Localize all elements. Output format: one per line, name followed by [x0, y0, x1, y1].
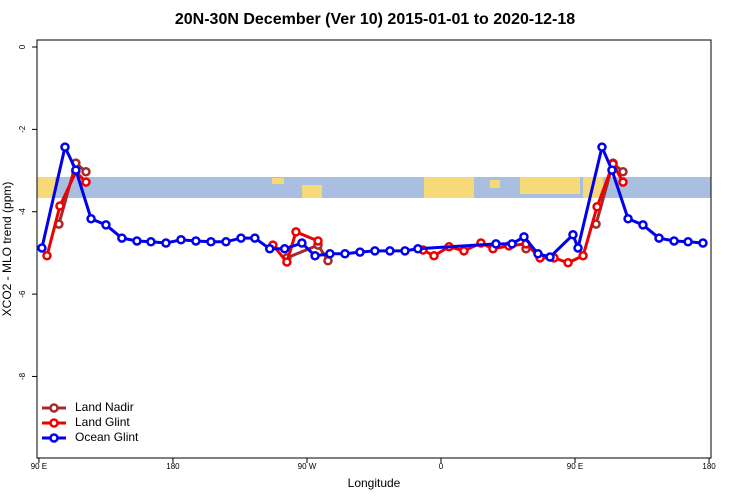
legend-label: Ocean Glint: [75, 430, 139, 444]
y-tick-label: -6: [18, 290, 27, 298]
point: [101, 220, 111, 230]
point: [221, 237, 231, 247]
point: [146, 237, 156, 247]
point: [132, 236, 142, 246]
point: [265, 244, 275, 254]
point: [71, 165, 81, 175]
point: [81, 177, 91, 187]
map-strip: [37, 177, 711, 198]
y-tick-label: -4: [18, 208, 27, 216]
point: [236, 233, 246, 243]
x-tick-label: 180: [702, 462, 716, 471]
point: [161, 238, 171, 248]
x-tick-label: 90 E: [567, 462, 583, 471]
point: [340, 248, 350, 259]
point: [81, 167, 91, 177]
point: [297, 238, 307, 248]
point: [607, 165, 617, 175]
point: [545, 252, 555, 262]
point: [669, 236, 679, 246]
point: [310, 251, 320, 261]
point: [638, 220, 648, 230]
y-tick-label: -2: [18, 125, 27, 133]
x-tick-label: 0: [439, 462, 444, 471]
point: [683, 237, 693, 247]
point: [429, 251, 439, 261]
point: [282, 257, 292, 267]
chart-title: 20N-30N December (Ver 10) 2015-01-01 to …: [175, 11, 575, 28]
point: [385, 246, 395, 256]
y-tick-label: -8: [18, 372, 27, 380]
point: [533, 248, 543, 259]
x-tick-label: 180: [166, 462, 180, 471]
legend-marker: [49, 403, 59, 413]
point: [413, 244, 423, 254]
point: [370, 246, 380, 256]
x-tick-label: 90 E: [31, 462, 47, 471]
point: [459, 246, 469, 256]
point: [568, 230, 578, 240]
point: [86, 213, 96, 224]
point: [400, 246, 410, 256]
point: [519, 232, 529, 242]
point: [250, 233, 260, 243]
point: [573, 243, 583, 253]
y-tick-label: 0: [18, 44, 27, 49]
point: [623, 213, 633, 224]
point: [206, 237, 216, 247]
point: [313, 236, 323, 246]
point: [491, 239, 501, 249]
point: [563, 258, 573, 268]
point: [507, 239, 517, 249]
point: [176, 234, 186, 245]
point: [618, 167, 628, 177]
point: [291, 227, 301, 237]
x-tick-label: 90 W: [298, 462, 317, 471]
point: [191, 236, 201, 246]
x-axis-label: Longitude: [348, 476, 401, 490]
point: [60, 142, 70, 152]
legend-label: Land Nadir: [75, 400, 134, 414]
point: [698, 238, 708, 248]
point: [355, 247, 365, 257]
point: [597, 142, 607, 152]
point: [578, 251, 588, 261]
legend-marker: [49, 433, 59, 443]
point: [654, 233, 664, 243]
legend-label: Land Glint: [75, 415, 130, 429]
point: [117, 233, 127, 243]
point: [325, 248, 335, 259]
point: [55, 201, 65, 211]
point: [279, 244, 290, 254]
point: [37, 243, 47, 253]
legend-marker: [49, 418, 59, 428]
y-axis-label: XCO2 - MLO trend (ppm): [0, 182, 14, 317]
point: [592, 202, 602, 212]
plot-frame: [36, 39, 712, 459]
point: [618, 177, 628, 187]
point: [42, 251, 52, 261]
